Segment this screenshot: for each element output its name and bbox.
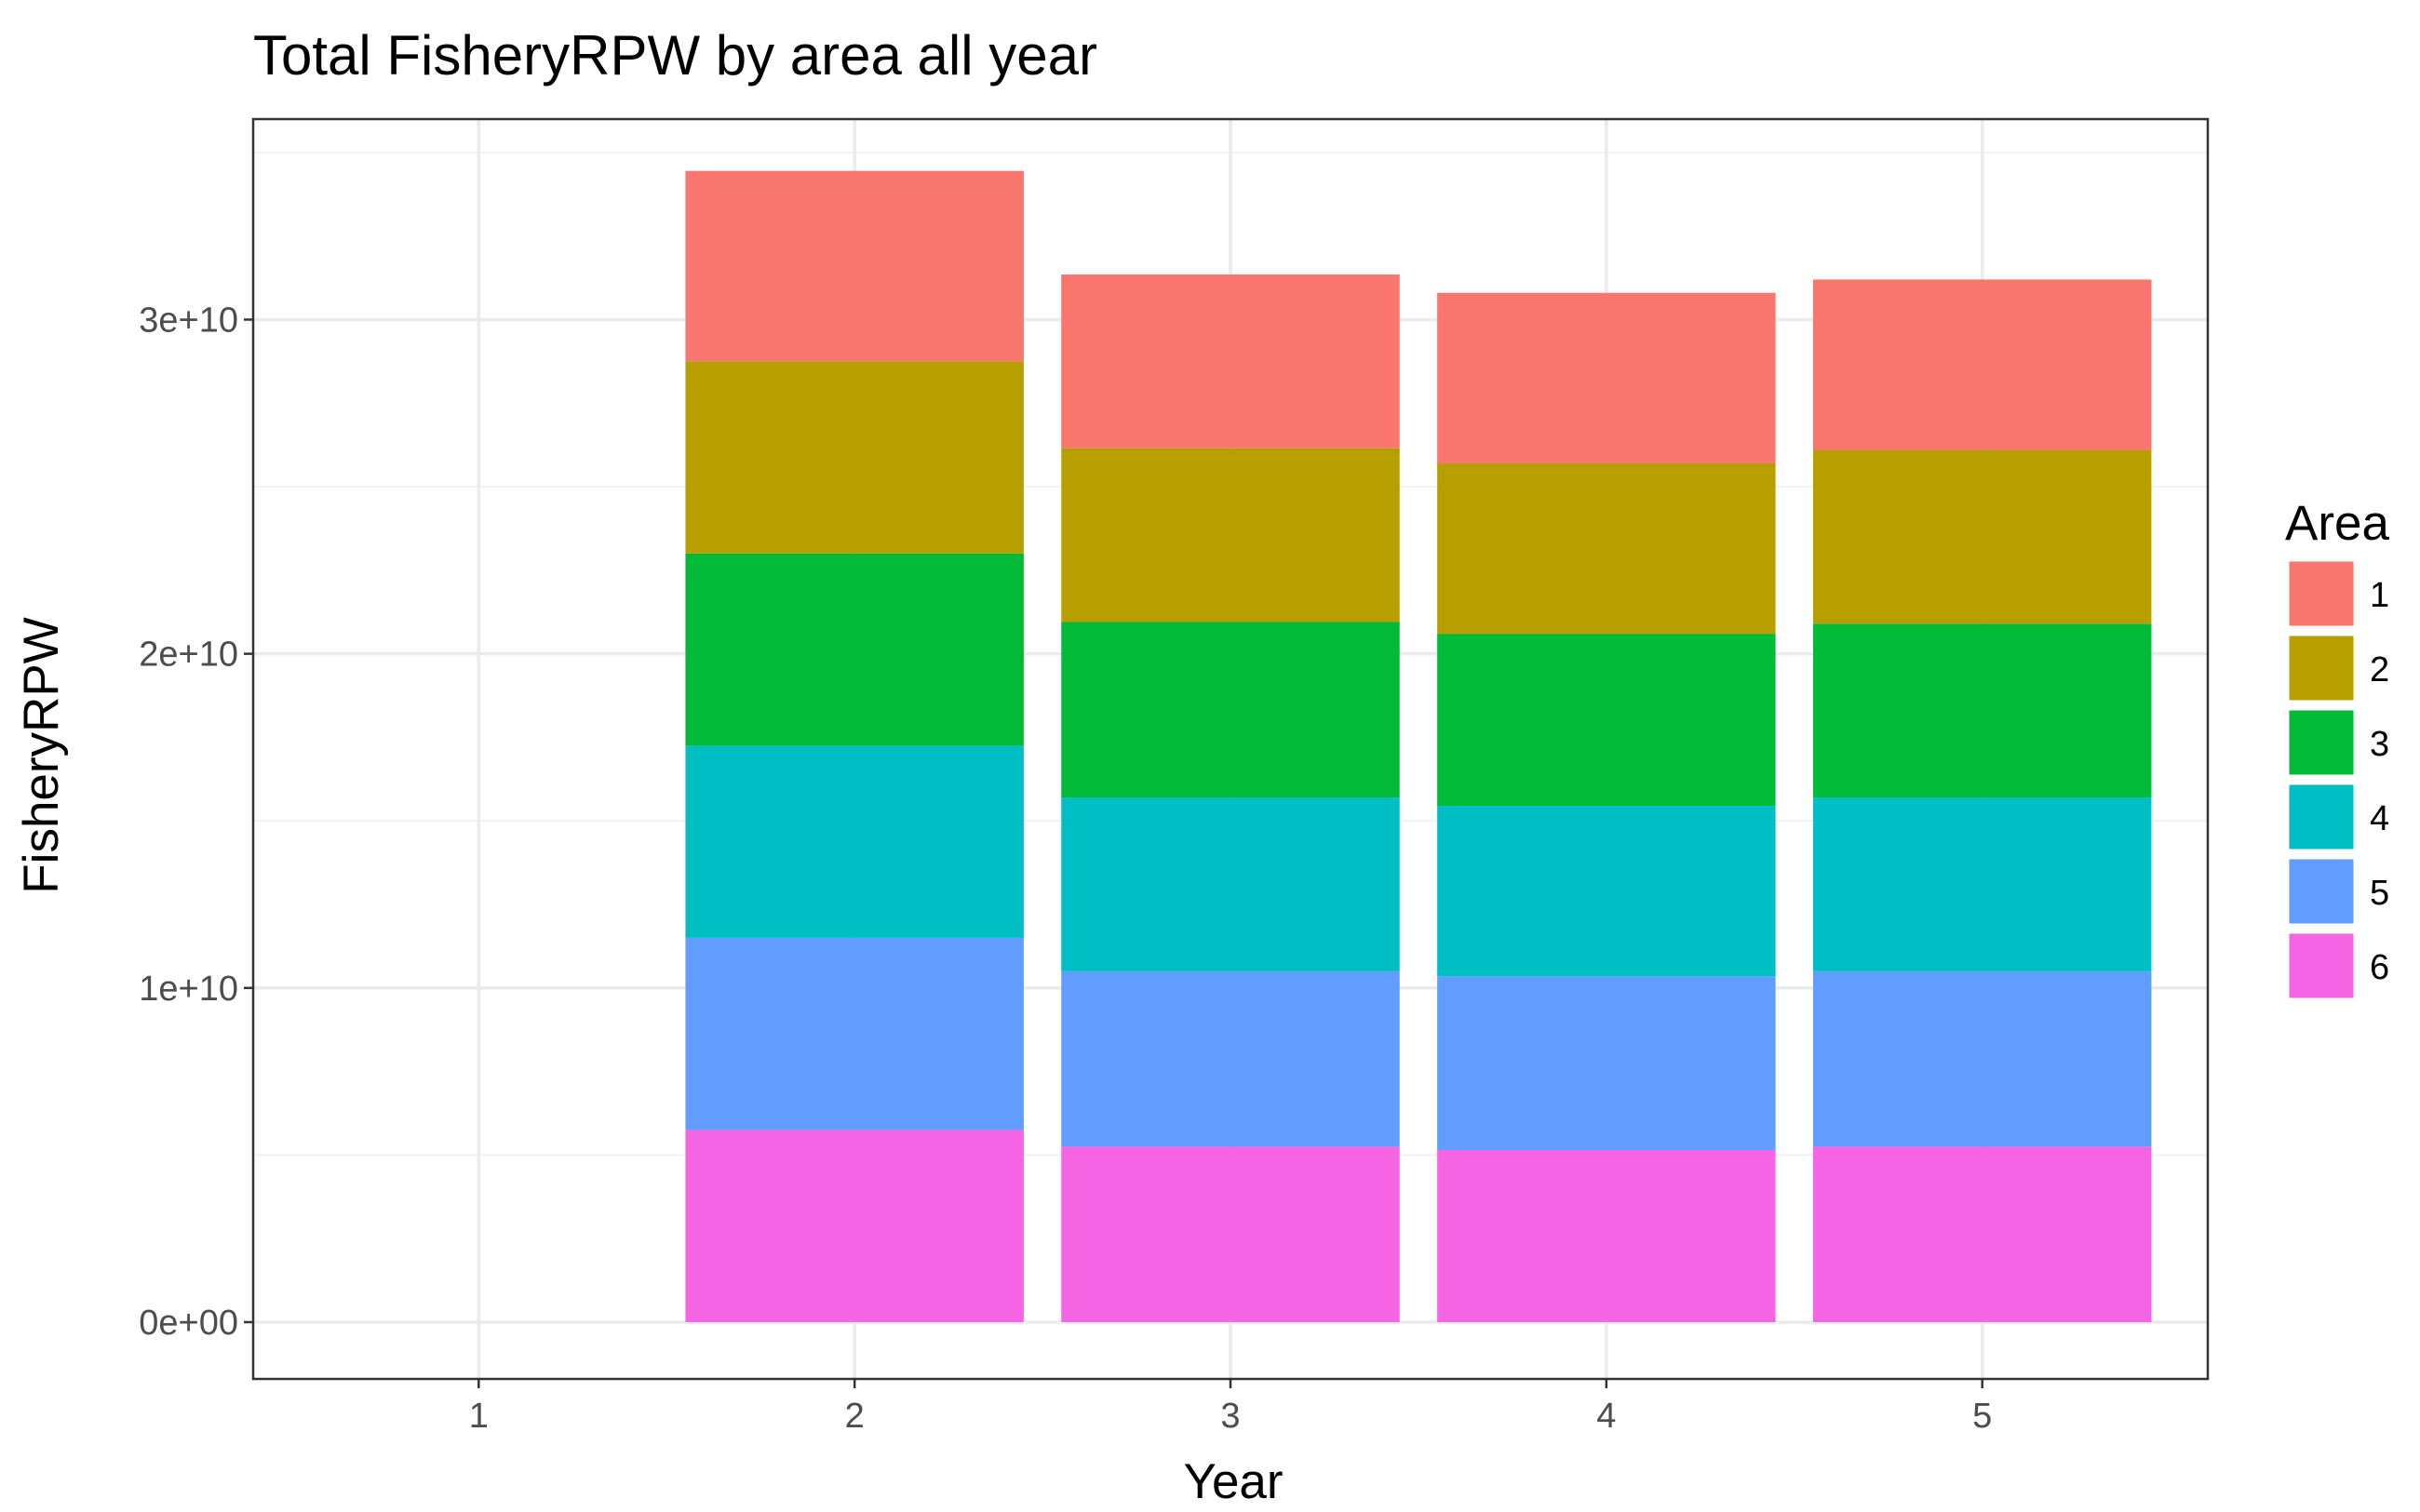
bar-segment-year-2-area-1 <box>685 170 1024 362</box>
bar-segment-year-5-area-6 <box>1812 1146 2152 1322</box>
x-tick-label: 1 <box>469 1397 489 1436</box>
legend-title: Area <box>2285 496 2389 551</box>
bar-segment-year-2-area-5 <box>685 937 1024 1131</box>
legend-label-6: 6 <box>2370 948 2389 987</box>
bar-segment-year-3-area-4 <box>1061 797 1400 971</box>
x-tick-label: 3 <box>1220 1397 1240 1436</box>
legend-key-2 <box>2286 633 2357 703</box>
y-tick-label: 3e+10 <box>139 301 238 340</box>
bar-segment-year-4-area-1 <box>1437 292 1776 463</box>
chart-title: Total FisheryRPW by area all year <box>253 24 1097 87</box>
y-tick-label: 1e+10 <box>139 970 238 1009</box>
legend-label-2: 2 <box>2370 650 2389 689</box>
bar-segment-year-3-area-5 <box>1061 970 1400 1147</box>
bar-segment-year-2-area-6 <box>685 1130 1024 1322</box>
bar-segment-year-2-area-4 <box>685 745 1024 938</box>
y-tick-label: 0e+00 <box>139 1304 238 1343</box>
bar-segment-year-4-area-6 <box>1437 1149 1776 1322</box>
legend-label-3: 3 <box>2370 725 2389 764</box>
legend: Area 1 2 3 4 5 6 <box>2285 496 2389 1001</box>
x-tick-label: 2 <box>845 1397 865 1436</box>
x-axis-title: Year <box>1183 1454 1283 1509</box>
bar-segment-year-4-area-2 <box>1437 462 1776 635</box>
legend-label-5: 5 <box>2370 874 2389 913</box>
bar-segment-year-3-area-3 <box>1061 622 1400 798</box>
legend-label-1: 1 <box>2370 576 2389 615</box>
bar-segment-year-3-area-6 <box>1061 1146 1400 1322</box>
legend-label-4: 4 <box>2370 799 2389 838</box>
bar-segment-year-5-area-4 <box>1812 797 2152 971</box>
x-tick-label: 4 <box>1596 1397 1616 1436</box>
legend-key-5 <box>2286 856 2357 927</box>
y-tick-label: 2e+10 <box>139 636 238 675</box>
bar-segment-year-2-area-2 <box>685 361 1024 554</box>
plot-area: 0e+00 1e+10 2e+10 3e+10 1 2 3 4 5 <box>139 117 2210 1436</box>
bar-segment-year-3-area-1 <box>1061 274 1400 448</box>
bar-segment-year-4-area-3 <box>1437 634 1776 807</box>
bar-segment-year-3-area-2 <box>1061 448 1400 622</box>
bar-segment-year-4-area-4 <box>1437 806 1776 977</box>
x-tick-label: 5 <box>1972 1397 1992 1436</box>
bar-segment-year-5-area-1 <box>1812 279 2152 450</box>
legend-key-1 <box>2286 558 2357 629</box>
legend-key-3 <box>2286 707 2357 778</box>
legend-key-6 <box>2286 930 2357 1001</box>
bar-segment-year-5-area-3 <box>1812 623 2152 798</box>
bar-segment-year-5-area-2 <box>1812 449 2152 624</box>
bar-segment-year-2-area-3 <box>685 553 1024 746</box>
bar-segment-year-4-area-5 <box>1437 976 1776 1150</box>
y-axis-title: FisheryRPW <box>14 617 69 893</box>
legend-key-4 <box>2286 782 2357 852</box>
bar-segment-year-5-area-5 <box>1812 970 2152 1147</box>
